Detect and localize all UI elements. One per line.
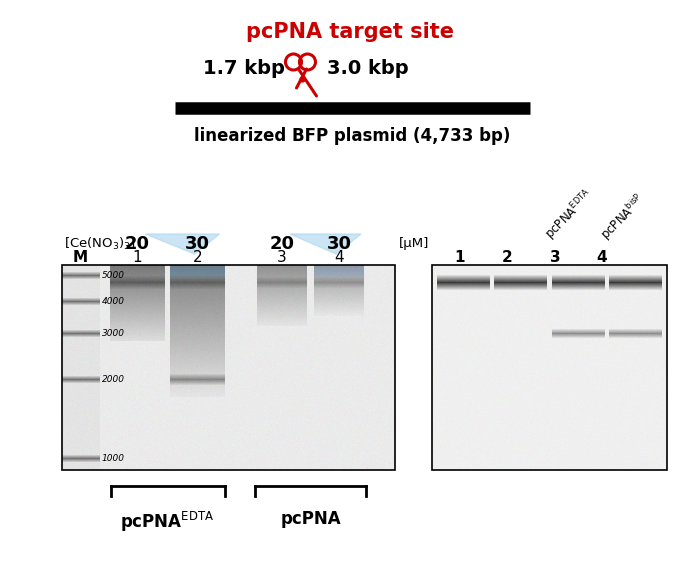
Text: 3000: 3000 (102, 329, 125, 338)
Text: 30: 30 (326, 235, 351, 253)
Bar (62, 265, 395, 470)
Text: linearized BFP plasmid (4,733 bp): linearized BFP plasmid (4,733 bp) (195, 127, 511, 145)
Text: pcPNA: pcPNA (280, 510, 341, 528)
Text: 4: 4 (596, 251, 608, 265)
Text: 3: 3 (550, 251, 560, 265)
Text: 20: 20 (125, 235, 150, 253)
Text: 4: 4 (334, 251, 344, 265)
Text: 5000: 5000 (102, 271, 125, 280)
Text: [μM]: [μM] (399, 238, 429, 251)
Text: 4000: 4000 (102, 297, 125, 306)
Text: pcPNA$^{\mathrm{EDTA}}$: pcPNA$^{\mathrm{EDTA}}$ (541, 186, 599, 244)
Text: 2: 2 (193, 251, 202, 265)
Text: pcPNA$^{\mathrm{EDTA}}$: pcPNA$^{\mathrm{EDTA}}$ (120, 510, 215, 534)
Text: 3: 3 (277, 251, 287, 265)
Text: [Ce(NO$_3$)$_3$]: [Ce(NO$_3$)$_3$] (64, 236, 136, 252)
Text: pcPNA$^{\mathrm{bisP}}$: pcPNA$^{\mathrm{bisP}}$ (596, 191, 650, 244)
Text: pcPNA target site: pcPNA target site (246, 22, 454, 42)
Text: 2000: 2000 (102, 375, 125, 384)
Text: 1.7 kbp: 1.7 kbp (202, 58, 284, 78)
Text: 3.0 kbp: 3.0 kbp (328, 58, 409, 78)
Text: M: M (72, 251, 88, 265)
Text: 20: 20 (270, 235, 295, 253)
Text: 30: 30 (185, 235, 210, 253)
Text: 1: 1 (455, 251, 466, 265)
Polygon shape (146, 234, 220, 254)
Text: 2: 2 (502, 251, 512, 265)
Text: 1: 1 (133, 251, 142, 265)
Bar (432, 265, 667, 470)
Polygon shape (290, 234, 361, 254)
Text: 1000: 1000 (102, 453, 125, 462)
